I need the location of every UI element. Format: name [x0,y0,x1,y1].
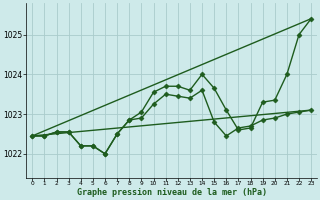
X-axis label: Graphe pression niveau de la mer (hPa): Graphe pression niveau de la mer (hPa) [77,188,267,197]
